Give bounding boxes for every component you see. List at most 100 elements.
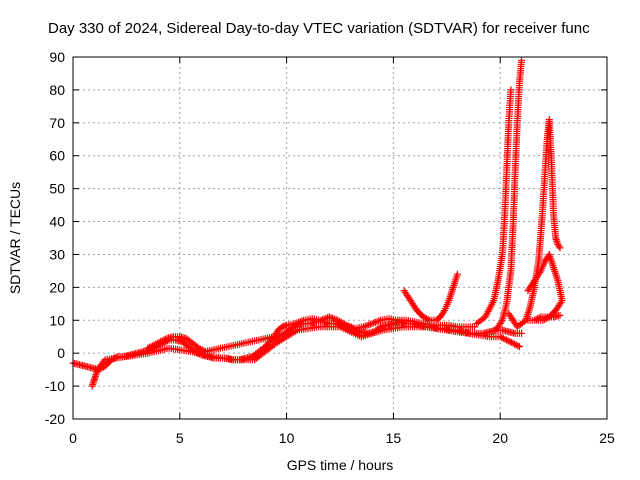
y-tick-label: 10 [49, 312, 65, 328]
data-point [556, 311, 564, 319]
data-point [320, 315, 328, 323]
x-tick-label: 0 [69, 430, 77, 446]
y-tick-label: 20 [49, 279, 65, 295]
series-tail-22.8 [524, 311, 564, 324]
y-axis-label: SDTVAR / TECUs [7, 182, 23, 294]
data-point [375, 317, 383, 325]
data-point [532, 315, 540, 323]
data-point [512, 341, 520, 349]
data-point [518, 56, 526, 64]
data-point [499, 334, 507, 342]
y-tick-label: 90 [49, 49, 65, 65]
y-tick-label: 70 [49, 115, 65, 131]
data-point [161, 335, 169, 343]
y-tick-label: 30 [49, 246, 65, 262]
data-point [332, 316, 340, 324]
data-point [295, 318, 303, 326]
data-point [555, 242, 563, 250]
data-point [373, 318, 381, 326]
y-tick-label: -20 [45, 411, 65, 427]
x-tick-label: 20 [492, 430, 508, 446]
y-tick-label: 60 [49, 148, 65, 164]
data-point [152, 340, 160, 348]
x-tick-label: 5 [176, 430, 184, 446]
data-point [317, 316, 325, 324]
series-upper-band [144, 313, 479, 356]
data-point [518, 329, 526, 337]
data-point [149, 342, 157, 350]
data-point [322, 314, 330, 322]
grid [73, 57, 607, 419]
data-point [421, 314, 429, 322]
data-point [368, 320, 376, 328]
data-point [92, 369, 100, 377]
data-point [530, 316, 538, 324]
data-point [497, 318, 505, 326]
plot-frame [72, 56, 608, 420]
data-point [507, 338, 515, 346]
data-point [419, 313, 427, 321]
data-point [298, 317, 306, 325]
data-point [155, 338, 163, 346]
data-point [514, 342, 522, 350]
data-point [147, 343, 155, 351]
data-point [366, 320, 374, 328]
y-tick-label: 80 [49, 82, 65, 98]
data-point [424, 315, 432, 323]
data-point [556, 244, 564, 252]
axis-ticks: 0 5 10 15 20 25 -20 -10 0 10 20 30 40 50 60 70 80 90 [45, 49, 615, 446]
y-tick-label: -10 [45, 378, 65, 394]
data-point [506, 338, 514, 346]
series-lower-band [88, 323, 523, 390]
data-point [535, 314, 543, 322]
data-point [330, 315, 338, 323]
x-tick-label: 10 [279, 430, 295, 446]
series-arc-15.5-to-18 [400, 270, 461, 324]
data-point [534, 315, 542, 323]
data-point [318, 316, 326, 324]
data-point [536, 269, 544, 277]
data-point [496, 333, 504, 341]
data-point [501, 335, 509, 343]
chart-title: Day 330 of 2024, Sidereal Day-to-day VTE… [48, 20, 590, 37]
data-point [515, 343, 523, 351]
data-point [498, 334, 506, 342]
data-point [503, 336, 511, 344]
data-point [423, 315, 431, 323]
data-point [150, 341, 158, 349]
x-axis-label: GPS time / hours [287, 457, 394, 473]
data-point [157, 338, 165, 346]
data-point [329, 314, 337, 322]
x-tick-label: 25 [599, 430, 615, 446]
data-point [370, 319, 378, 327]
data-point [198, 346, 206, 354]
data-point [511, 340, 519, 348]
data-point [371, 318, 379, 326]
data-point [296, 318, 304, 326]
data-point [365, 321, 373, 329]
y-tick-label: 50 [49, 181, 65, 197]
data-point [363, 322, 371, 330]
data-point [359, 323, 367, 331]
data-point [440, 308, 448, 316]
y-tick-label: 0 [57, 345, 65, 361]
data-point [93, 367, 101, 375]
data-point [153, 339, 161, 347]
data-point [542, 315, 550, 323]
data-point [291, 320, 299, 328]
data-point [509, 339, 517, 347]
series-loop-22 [524, 250, 566, 324]
data-point [158, 337, 166, 345]
data-point [325, 313, 333, 321]
data-point [341, 320, 349, 328]
y-tick-label: 40 [49, 214, 65, 230]
data-point [327, 314, 335, 322]
x-tick-label: 15 [386, 430, 402, 446]
data-point [453, 270, 461, 278]
data-point [160, 336, 168, 344]
data-point [293, 319, 301, 327]
series-spike-20.5 [473, 86, 515, 328]
data-point [504, 337, 512, 345]
series-spike-21 [492, 56, 526, 334]
